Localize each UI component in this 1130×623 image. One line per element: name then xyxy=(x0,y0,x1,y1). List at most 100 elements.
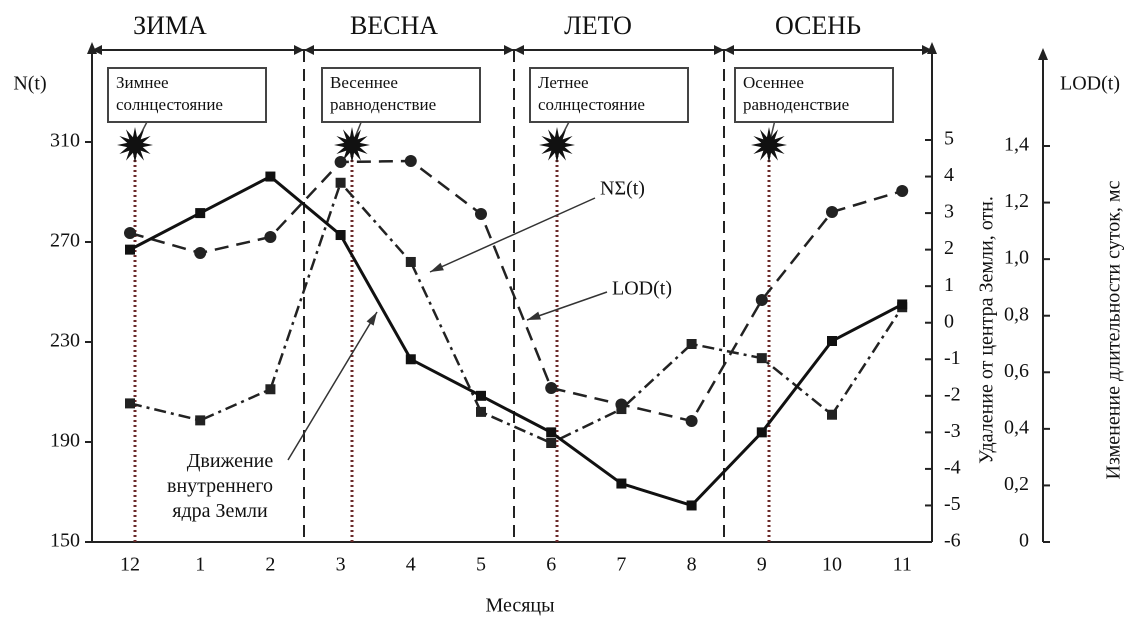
y3-tick-label: 0,6 xyxy=(1004,360,1029,382)
point xyxy=(755,294,768,306)
point xyxy=(265,171,276,182)
point xyxy=(405,256,416,267)
y-axis-title: N(t) xyxy=(13,73,46,95)
point xyxy=(546,427,557,438)
event-box xyxy=(529,67,689,123)
event-label: Летнее xyxy=(538,73,589,92)
point xyxy=(404,155,417,167)
point xyxy=(125,398,135,409)
y3-tick-label: 0 xyxy=(1019,530,1029,552)
point xyxy=(686,339,697,349)
point xyxy=(685,415,698,427)
y3-tick-label: 0,4 xyxy=(1004,416,1029,438)
series-line xyxy=(129,174,903,508)
point xyxy=(475,208,487,220)
annotation-arrow xyxy=(429,197,596,273)
point xyxy=(545,382,558,394)
y3-axis-title: Изменение длительности суток, мс xyxy=(1103,180,1125,479)
point xyxy=(756,353,767,364)
season: ЛЕТО xyxy=(564,11,632,40)
event-label: Зимнее xyxy=(116,73,169,92)
point xyxy=(476,406,486,417)
y2-tick-label: -3 xyxy=(944,420,961,442)
y-tick-label: 310 xyxy=(50,130,80,152)
x-tick-label: 10 xyxy=(822,554,842,576)
event-label: солнцестояние xyxy=(116,95,223,114)
y2-tick-label: -5 xyxy=(944,493,961,515)
event-label: равноденствие xyxy=(330,95,436,114)
y2-tick-label: -6 xyxy=(944,530,961,552)
point xyxy=(264,231,277,243)
point xyxy=(335,177,346,188)
event-star xyxy=(539,127,575,163)
y2-tick-label: 2 xyxy=(944,237,954,259)
y3-tick-label: 1,2 xyxy=(1004,190,1029,212)
y2-tick-label: 3 xyxy=(944,201,954,223)
season: ОСЕНЬ xyxy=(775,11,861,40)
x-axis-title: Месяцы xyxy=(485,595,554,617)
y2-axis-title: Удаление от центра Земли, отн. xyxy=(976,196,998,464)
season: ЗИМА xyxy=(133,11,207,40)
point xyxy=(194,247,207,259)
season: ВЕСНА xyxy=(350,11,438,40)
y-tick-label: 270 xyxy=(50,230,80,252)
point xyxy=(826,206,838,218)
point xyxy=(335,230,346,241)
x-tick-label: 7 xyxy=(616,554,626,576)
y3-tick-label: 0,2 xyxy=(1004,473,1029,495)
y3-axis-title-top: LOD(t) xyxy=(1060,73,1120,95)
y3-tick-label: 1,4 xyxy=(1004,134,1029,156)
annotation-arrowhead xyxy=(430,262,444,272)
point xyxy=(476,390,486,401)
annotation-arrow xyxy=(526,291,608,321)
x-tick-label: 1 xyxy=(195,554,205,576)
y2-tick-label: -2 xyxy=(944,383,961,405)
y3-tick-label: 1,0 xyxy=(1004,247,1029,269)
x-tick-label: 8 xyxy=(687,554,697,576)
series-annotation: NΣ(t) xyxy=(600,178,645,200)
series-line xyxy=(129,180,904,445)
x-tick-label: 6 xyxy=(546,554,556,576)
y-tick-label: 150 xyxy=(50,530,80,552)
event-box xyxy=(107,67,267,123)
y2-tick-label: 4 xyxy=(944,164,954,186)
x-tick-label: 5 xyxy=(476,554,486,576)
point xyxy=(896,185,909,197)
point xyxy=(546,438,557,448)
point xyxy=(897,299,908,310)
x-tick-label: 3 xyxy=(336,554,346,576)
event-label: равноденствие xyxy=(743,95,849,114)
event-box xyxy=(321,67,481,123)
series-line xyxy=(129,159,903,423)
point xyxy=(616,478,627,489)
event-star xyxy=(751,127,787,163)
point xyxy=(124,227,136,239)
point xyxy=(616,404,627,415)
x-tick-label: 9 xyxy=(757,554,767,576)
y-tick-label: 230 xyxy=(50,330,80,352)
point xyxy=(265,384,276,395)
y2-tick-label: 5 xyxy=(944,128,954,150)
x-tick-label: 12 xyxy=(120,554,140,576)
event-label: солнцестояние xyxy=(538,95,645,114)
point xyxy=(195,415,206,426)
series-annotation: Движение внутреннего ядра Земли xyxy=(167,450,273,522)
event-label: Весеннее xyxy=(330,73,398,92)
x-tick-label: 2 xyxy=(265,554,275,576)
point xyxy=(125,244,135,255)
y2-tick-label: 1 xyxy=(944,274,954,296)
point xyxy=(405,354,416,365)
point xyxy=(827,409,837,420)
event-star xyxy=(117,127,153,163)
point xyxy=(827,336,837,346)
point xyxy=(195,208,206,219)
point xyxy=(334,156,347,168)
x-tick-label: 4 xyxy=(406,554,416,576)
event-star xyxy=(334,127,370,163)
event-label: Осеннее xyxy=(743,73,804,92)
annotation-arrow xyxy=(287,311,378,461)
y3-tick-label: 0,8 xyxy=(1004,303,1029,325)
point xyxy=(756,427,767,438)
y2-tick-label: 0 xyxy=(944,310,954,332)
x-tick-label: 11 xyxy=(893,554,912,576)
